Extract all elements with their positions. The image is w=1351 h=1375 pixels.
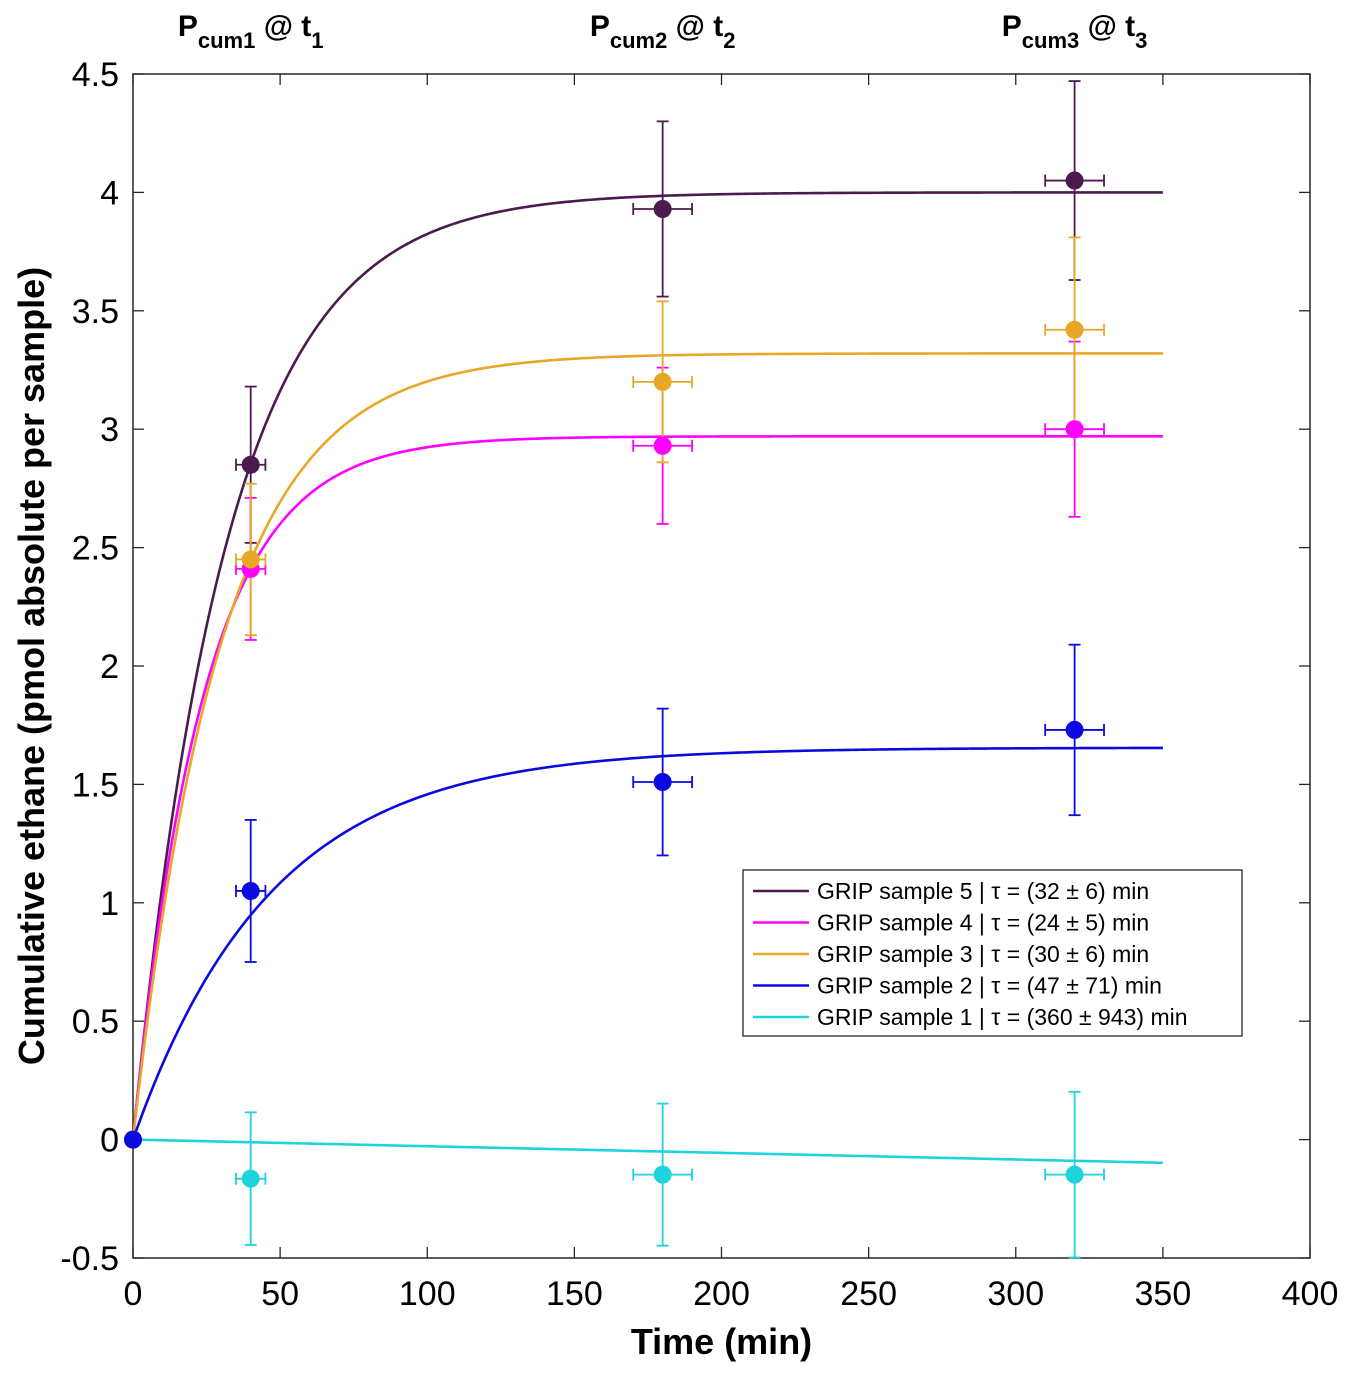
top-label: Pcum3 @ t3	[1002, 10, 1148, 53]
top-label-base: P	[178, 10, 198, 43]
x-tick-label: 100	[399, 1275, 456, 1313]
top-label-mid: @ t	[667, 10, 723, 43]
top-labels: Pcum1 @ t1 Pcum2 @ t2 Pcum3 @ t3	[178, 10, 1148, 53]
y-tick-label: 4	[100, 174, 119, 212]
top-label-sub: cum3	[1022, 28, 1079, 53]
fit-curve-grip-sample-1	[132, 1138, 1163, 1165]
x-tick-label: 350	[1135, 1275, 1192, 1313]
x-tick-label: 200	[693, 1275, 750, 1313]
y-tick-label: -0.5	[60, 1240, 119, 1278]
axes-frame	[132, 73, 1311, 1259]
top-label-sub: cum2	[610, 28, 667, 53]
data-point-grip-sample-3	[653, 372, 672, 391]
y-tick-label: 4.5	[72, 56, 119, 94]
y-tick-label: 3	[100, 411, 119, 449]
data-point-grip-sample-4	[653, 436, 672, 455]
data-point-grip-sample-2	[124, 1130, 142, 1149]
top-label-sub: 2	[723, 28, 735, 53]
top-label-sub: 1	[311, 28, 323, 53]
x-tick-label: 0	[124, 1275, 143, 1313]
legend-box	[742, 869, 1243, 1037]
y-tick-label: 1.5	[72, 766, 119, 804]
data-point-grip-sample-3	[241, 550, 260, 569]
top-label-base: P	[1002, 10, 1022, 43]
x-tick-label: 150	[546, 1275, 603, 1313]
legend-entry: GRIP sample 5 | τ = (32 ± 6) min	[817, 878, 1149, 904]
data-point-grip-sample-1	[1065, 1165, 1084, 1184]
fit-curve-grip-sample-4	[131, 435, 1163, 1140]
data-point-grip-sample-3	[1065, 320, 1084, 339]
y-tick-label: 1	[100, 885, 119, 923]
data-point-grip-sample-1	[241, 1169, 260, 1188]
x-tick-label: 50	[261, 1275, 299, 1313]
fit-curve-grip-sample-3	[131, 352, 1163, 1140]
x-tick-label: 300	[987, 1275, 1044, 1313]
top-label-sub: cum1	[198, 28, 255, 53]
axis-ticks: 0 50 100 150 200 250 300 350 400-0.500.511.522.5…	[60, 56, 1338, 1313]
x-tick-label: 400	[1282, 1275, 1339, 1313]
y-tick-label: 2.5	[72, 530, 119, 568]
top-label: Pcum1 @ t1	[178, 10, 324, 53]
data-point-grip-sample-2	[1065, 720, 1084, 739]
y-tick-label: 0	[100, 1122, 119, 1160]
top-label-base: P	[590, 10, 610, 43]
y-axis-label: Cumulative ethane (pmol absolute per sam…	[11, 267, 52, 1065]
fit-curves	[131, 191, 1163, 1165]
data-point-grip-sample-4	[1065, 420, 1084, 439]
x-axis-label: Time (min)	[631, 1321, 812, 1362]
top-label-mid: @ t	[255, 10, 311, 43]
legend: GRIP sample 5 | τ = (32 ± 6) min GRIP sam…	[742, 869, 1243, 1037]
data-point-grip-sample-2	[653, 773, 672, 792]
top-label-sub: 3	[1135, 28, 1147, 53]
data-point-grip-sample-5	[241, 455, 260, 474]
legend-entry: GRIP sample 4 | τ = (24 ± 5) min	[817, 910, 1149, 936]
fit-curve-grip-sample-2	[131, 746, 1163, 1141]
legend-entry: GRIP sample 3 | τ = (30 ± 6) min	[817, 941, 1149, 967]
x-tick-label: 250	[840, 1275, 897, 1313]
fit-curve-grip-sample-5	[131, 191, 1163, 1140]
top-label: Pcum2 @ t2	[590, 10, 736, 53]
data-point-grip-sample-5	[653, 199, 672, 218]
error-bars	[235, 80, 1105, 1259]
legend-entry: GRIP sample 1 | τ = (360 ± 943) min	[817, 1004, 1188, 1030]
y-tick-label: 2	[100, 648, 119, 686]
plot-box	[132, 73, 1311, 1259]
data-point-grip-sample-2	[241, 881, 260, 900]
top-label-mid: @ t	[1079, 10, 1135, 43]
y-tick-label: 3.5	[72, 293, 119, 331]
legend-entry: GRIP sample 2 | τ = (47 ± 71) min	[817, 973, 1162, 999]
data-point-grip-sample-5	[1065, 171, 1084, 190]
data-point-grip-sample-1	[653, 1165, 672, 1184]
y-tick-label: 0.5	[72, 1003, 119, 1041]
data-markers	[124, 171, 1084, 1188]
